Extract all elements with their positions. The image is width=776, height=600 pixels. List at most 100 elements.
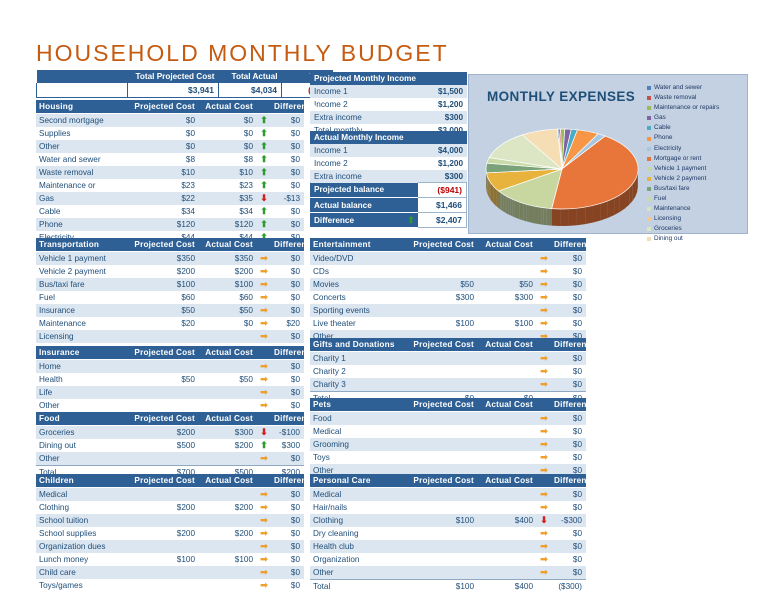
table-row: Bus/taxi fare $100 $100 ➡ $0 [36, 278, 304, 291]
down-arrow-icon: ⬇ [257, 425, 271, 439]
row-difference: $0 [271, 265, 304, 278]
pie-slice [497, 168, 563, 209]
right-arrow-icon: ➡ [537, 251, 551, 265]
income-label: Income 2 [310, 98, 389, 111]
row-difference: $0 [271, 373, 304, 386]
row-difference: $0 [551, 304, 586, 317]
column-header-actual: Actual Cost [199, 474, 257, 488]
column-header-actual: Actual Cost [199, 412, 257, 426]
column-header-category: Transportation [36, 238, 131, 252]
pie-chart [477, 111, 647, 229]
row-difference: $0 [271, 278, 304, 291]
legend-swatch-icon [647, 156, 651, 161]
row-label: Grooming [310, 438, 408, 451]
legend-label: Electricity [654, 144, 682, 152]
row-label: Toys [310, 451, 408, 464]
column-header-category: Entertainment [310, 238, 408, 252]
column-header-arrow [537, 474, 551, 488]
table-header-row: Food Projected Cost Actual Cost Difference [36, 412, 316, 426]
row-projected: $8 [131, 153, 199, 166]
column-header-difference: Difference [551, 474, 596, 488]
row-label: Home [36, 359, 131, 373]
row-projected [408, 365, 478, 378]
row-label: Maintenance [36, 317, 131, 330]
table-header-row: Entertainment Projected Cost Actual Cost Di… [310, 238, 596, 252]
row-actual [199, 452, 257, 466]
row-projected [408, 378, 478, 392]
row-difference: $0 [551, 501, 586, 514]
row-label: Vehicle 1 payment [36, 251, 131, 265]
up-arrow-icon: ⬆ [257, 153, 271, 166]
row-projected: $0 [131, 113, 199, 127]
table-personalcare: Personal Care Projected Cost Actual Cost Di… [310, 474, 596, 593]
row-projected [131, 566, 199, 579]
total-projected: $100 [408, 579, 478, 593]
right-arrow-icon: ➡ [257, 514, 271, 527]
row-actual: $0 [199, 140, 257, 153]
table-row: Medical ➡ $0 [36, 487, 304, 501]
balance-label: Projected balance [310, 182, 404, 198]
row-projected: $200 [131, 265, 199, 278]
row-projected: $0 [131, 127, 199, 140]
table-row: Grooming ➡ $0 [310, 438, 586, 451]
right-arrow-icon: ➡ [257, 265, 271, 278]
table-row: Health club ➡ $0 [310, 540, 586, 553]
balance-row-projected: Projected balance ($941) [310, 182, 467, 198]
right-arrow-icon: ➡ [257, 540, 271, 553]
row-projected [408, 501, 478, 514]
table-children: Children Projected Cost Actual Cost Differe… [36, 474, 316, 592]
right-arrow-icon: ➡ [257, 291, 271, 304]
row-projected [408, 540, 478, 553]
up-arrow-icon: ⬆ [257, 218, 271, 231]
row-projected: $34 [131, 205, 199, 218]
legend-swatch-icon [647, 176, 651, 181]
legend-swatch-icon [647, 217, 651, 222]
income-label: Income 1 [310, 144, 389, 157]
row-label: Organization dues [36, 540, 131, 553]
up-arrow-icon: ⬆ [404, 212, 418, 228]
row-label: School supplies [36, 527, 131, 540]
table-row: Clothing $200 $200 ➡ $0 [36, 501, 304, 514]
income-value: $4,000 [388, 144, 467, 157]
legend-swatch-icon [647, 166, 651, 171]
table-row: Vehicle 1 payment $350 $350 ➡ $0 [36, 251, 304, 265]
column-header-difference: Difference [271, 412, 316, 426]
table-row: Hair/nails ➡ $0 [310, 501, 586, 514]
balance-label: Difference [310, 212, 404, 228]
row-projected [408, 351, 478, 365]
right-arrow-icon: ➡ [257, 373, 271, 386]
table-row: Toys/games ➡ $0 [36, 579, 304, 592]
row-label: Bus/taxi fare [36, 278, 131, 291]
column-header-category: Children [36, 474, 131, 488]
row-actual [478, 553, 537, 566]
row-actual [478, 351, 537, 365]
row-projected: $23 [131, 179, 199, 192]
row-difference: $0 [551, 278, 586, 291]
column-header-actual: Actual Cost [478, 238, 537, 252]
row-label: Clothing [310, 514, 408, 527]
column-header-projected: Projected Cost [131, 474, 199, 488]
row-label: Groceries [36, 425, 131, 439]
legend-label: Waste removal [654, 94, 697, 102]
row-projected: $50 [131, 304, 199, 317]
legend-item: Waste removal [647, 93, 747, 103]
down-arrow-icon: ⬇ [537, 514, 551, 527]
row-actual: $100 [199, 553, 257, 566]
legend-label: Dining out [654, 235, 683, 243]
row-difference: $0 [271, 140, 304, 153]
legend-item: Dining out [647, 234, 747, 244]
budget-table-gifts: Gifts and Donations Projected Cost Actual … [310, 338, 596, 405]
right-arrow-icon: ➡ [257, 487, 271, 501]
legend-label: Gas [654, 114, 666, 122]
row-projected: $200 [131, 527, 199, 540]
row-projected: $100 [131, 278, 199, 291]
row-label: Charity 1 [310, 351, 408, 365]
row-projected [408, 438, 478, 451]
table-row: Licensing ➡ $0 [36, 330, 304, 343]
row-actual: $10 [199, 166, 257, 179]
balance-value: ($941) [418, 182, 467, 198]
column-header-arrow [537, 238, 551, 252]
row-actual: $300 [478, 291, 537, 304]
total-actual: $400 [478, 579, 537, 593]
right-arrow-icon: ➡ [537, 304, 551, 317]
